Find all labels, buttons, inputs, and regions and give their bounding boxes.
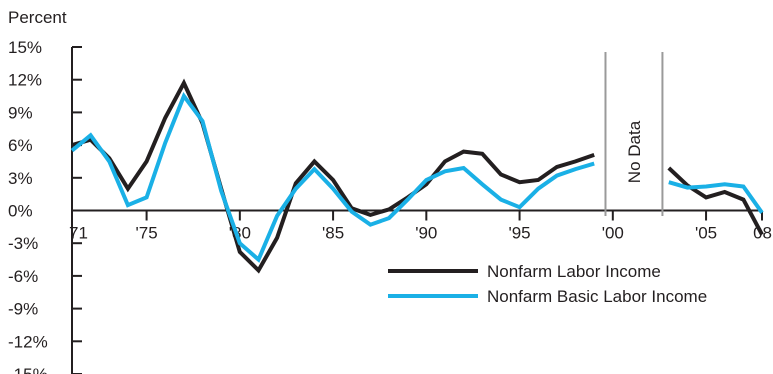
y-axis-label: Percent: [8, 8, 67, 27]
no-data-region: No Data: [604, 52, 664, 216]
x-tick-label: 71: [69, 224, 88, 243]
y-tick-label: 9%: [8, 103, 33, 122]
y-tick-label: 12%: [8, 71, 42, 90]
x-tick-label: '00: [602, 224, 624, 243]
series-line-1: [71, 78, 764, 274]
series-lines: [70, 78, 764, 274]
y-tick-label: 3%: [8, 169, 33, 188]
y-ticks: 15% 12% 9% 6% 3% 0% -3% -6% -9% -12% -15%: [8, 38, 82, 374]
legend: Nonfarm Labor Income Nonfarm Basic Labor …: [388, 262, 707, 306]
axes: [71, 47, 762, 374]
legend-label-1: Nonfarm Labor Income: [487, 262, 661, 281]
x-ticks: 71'75'80'85'90'95'00'05 08: [69, 210, 772, 243]
x-tick-label: '75: [136, 224, 158, 243]
x-tick-label: '05: [695, 224, 717, 243]
legend-label-2: Nonfarm Basic Labor Income: [487, 287, 707, 306]
series-line-2: [70, 92, 764, 263]
x-tick-label: '90: [415, 224, 437, 243]
y-tick-label: -15%: [8, 365, 48, 374]
y-tick-label: -12%: [8, 332, 48, 351]
y-tick-label: -9%: [8, 300, 38, 319]
y-tick-label: -6%: [8, 267, 38, 286]
y-tick-label: -3%: [8, 234, 38, 253]
x-tick-label: '85: [322, 224, 344, 243]
y-tick-label: 15%: [8, 38, 42, 57]
y-tick-label: 6%: [8, 136, 33, 155]
x-tick-label: '95: [508, 224, 530, 243]
y-tick-label: 0%: [8, 202, 33, 221]
no-data-label: No Data: [625, 120, 644, 183]
